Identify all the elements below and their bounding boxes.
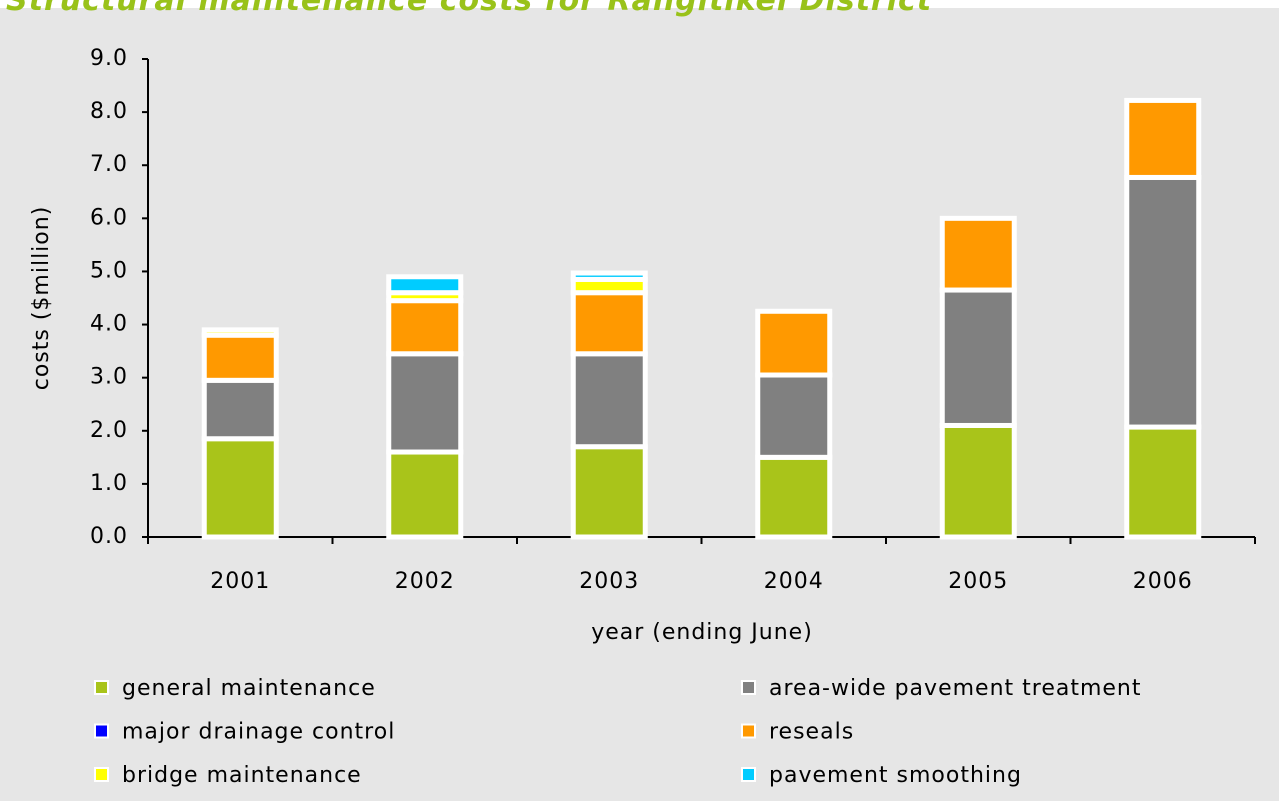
legend-swatch xyxy=(741,680,756,695)
legend-swatch xyxy=(94,723,109,739)
bar-segment xyxy=(939,422,1017,540)
legend-label: bridge maintenance xyxy=(122,763,362,788)
bar-segment xyxy=(386,298,464,357)
bar-segment xyxy=(939,287,1017,428)
legend-swatch xyxy=(94,680,109,695)
bar-segment xyxy=(386,449,464,540)
legend-swatch xyxy=(741,723,756,739)
bar-segment xyxy=(1124,97,1202,180)
legend-label: area-wide pavement treatment xyxy=(769,676,1142,701)
legend-label: general maintenance xyxy=(122,676,376,701)
y-tick-label: 8.0 xyxy=(90,99,128,124)
bar-segment xyxy=(201,332,279,383)
y-tick-label: 5.0 xyxy=(90,258,128,283)
legend-swatch xyxy=(741,767,756,782)
y-tick-label: 2.0 xyxy=(90,418,128,443)
bar-segment xyxy=(570,290,648,357)
bar-segment xyxy=(755,372,833,460)
legend-label: pavement smoothing xyxy=(769,763,1022,788)
y-tick-label: 3.0 xyxy=(90,365,128,390)
y-tick-label: 4.0 xyxy=(90,312,128,337)
bar-segment xyxy=(1124,424,1202,540)
bar-segment xyxy=(570,444,648,540)
bar-segment xyxy=(201,377,279,442)
x-tick-label: 2005 xyxy=(948,569,1008,594)
y-tick-label: 9.0 xyxy=(90,46,128,71)
x-tick-label: 2004 xyxy=(764,569,824,594)
y-tick-label: 1.0 xyxy=(90,471,128,496)
bar-segment xyxy=(386,274,464,296)
bar-segment xyxy=(755,454,833,540)
x-tick-label: 2002 xyxy=(395,569,455,594)
bar-segment xyxy=(570,351,648,450)
legend-label: reseals xyxy=(769,720,854,745)
y-tick-label: 7.0 xyxy=(90,152,128,177)
bar-segment xyxy=(755,308,833,378)
x-tick-label: 2001 xyxy=(210,569,270,594)
y-tick-label: 6.0 xyxy=(90,205,128,230)
chart-title: Structural maintenance costs for Rangiti… xyxy=(6,0,933,18)
bar-segment xyxy=(570,270,648,282)
bar-segment xyxy=(201,436,279,540)
y-tick-label: 0.0 xyxy=(90,524,128,549)
legend-label: major drainage control xyxy=(122,720,395,745)
x-tick-label: 2006 xyxy=(1133,569,1193,594)
bar-segment xyxy=(386,351,464,455)
y-axis-label: costs ($million) xyxy=(29,206,54,391)
bar-segment xyxy=(1124,174,1202,430)
x-tick-label: 2003 xyxy=(579,569,639,594)
bar-segment xyxy=(201,327,279,338)
x-axis-label: year (ending June) xyxy=(591,620,813,645)
bar-segment xyxy=(939,215,1017,293)
legend-swatch xyxy=(94,767,109,782)
